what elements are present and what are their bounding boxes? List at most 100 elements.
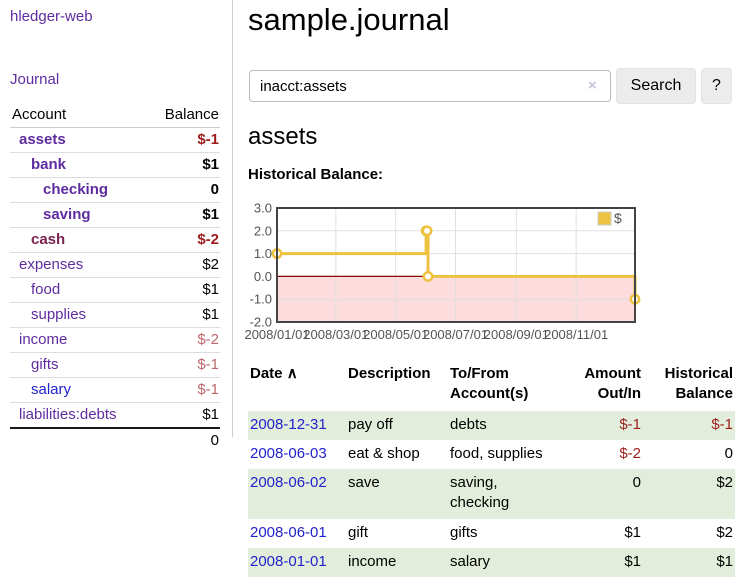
brand-link[interactable]: hledger-web xyxy=(10,8,93,25)
main-content: sample.journal × Search ? assets Histori… xyxy=(244,0,742,582)
transaction-date-link[interactable]: 2008-12-31 xyxy=(250,415,327,433)
transaction-date-link[interactable]: 2008-06-03 xyxy=(250,444,327,462)
accounts-total-value: 0 xyxy=(146,427,220,453)
search-form: × Search ? xyxy=(248,68,742,104)
account-balance: $-1 xyxy=(146,127,220,153)
svg-text:3.0: 3.0 xyxy=(254,201,272,216)
transaction-date-link[interactable]: 2008-01-01 xyxy=(250,552,327,570)
svg-text:0.0: 0.0 xyxy=(254,269,272,284)
account-balance: $1 xyxy=(146,402,220,429)
accounts-header-account: Account xyxy=(10,103,147,128)
page-title: sample.journal xyxy=(248,2,450,37)
register-row: 2008-06-03 eat & shop food, supplies $-2… xyxy=(248,440,735,469)
accounts-table: Account Balance assets $-1 bank $1 check… xyxy=(10,103,220,453)
svg-text:-2.0: -2.0 xyxy=(250,315,272,330)
register-row: 2008-12-31 pay off debts $-1 $-1 xyxy=(248,410,735,440)
clear-search-icon[interactable]: × xyxy=(588,77,597,94)
transaction-amount: 0 xyxy=(632,474,641,491)
account-link-saving[interactable]: saving xyxy=(43,206,91,223)
sort-ascending-icon: ∧ xyxy=(286,365,298,382)
account-link-gifts[interactable]: gifts xyxy=(31,356,59,373)
account-row: food $1 xyxy=(10,277,220,303)
accounts-total-row: 0 xyxy=(10,427,220,453)
account-row: checking 0 xyxy=(10,177,220,203)
transaction-amount: $-1 xyxy=(619,415,641,433)
transaction-description: gift xyxy=(348,523,369,541)
register-table: Date ∧ Description To/From Account(s) Am… xyxy=(248,360,735,577)
register-header-row: Date ∧ Description To/From Account(s) Am… xyxy=(248,360,735,411)
account-link-salary[interactable]: salary xyxy=(31,381,72,398)
register-row: 2008-06-02 save saving, checking 0 $2 xyxy=(248,469,735,519)
account-balance: $1 xyxy=(146,202,220,228)
account-row: income $-2 xyxy=(10,327,220,353)
sidebar-item-journal[interactable]: Journal xyxy=(10,71,60,88)
account-row: gifts $-1 xyxy=(10,352,220,378)
transaction-amount: $1 xyxy=(624,523,641,541)
account-balance: $2 xyxy=(146,252,220,278)
transaction-balance: 0 xyxy=(724,444,733,462)
transaction-description: eat & shop xyxy=(348,444,420,462)
help-button[interactable]: ? xyxy=(701,68,732,104)
account-row: expenses $2 xyxy=(10,252,220,278)
chart-legend: $ xyxy=(597,210,622,226)
transaction-balance: $2 xyxy=(716,523,733,541)
svg-text:2008/05/01: 2008/05/01 xyxy=(363,327,428,342)
account-row: saving $1 xyxy=(10,202,220,228)
transaction-amount: $-2 xyxy=(619,444,641,462)
account-balance: $-1 xyxy=(146,377,220,403)
transaction-balance: $-1 xyxy=(711,415,733,433)
svg-text:-1.0: -1.0 xyxy=(250,292,272,307)
search-button[interactable]: Search xyxy=(616,68,696,104)
account-row: assets $-1 xyxy=(10,127,220,153)
account-link-liabilities-debts[interactable]: liabilities:debts xyxy=(19,406,117,423)
account-heading: assets xyxy=(248,123,318,150)
accounts-header-balance: Balance xyxy=(146,103,220,128)
svg-text:2008/03/01: 2008/03/01 xyxy=(303,327,368,342)
svg-text:2008/01/01: 2008/01/01 xyxy=(244,327,309,342)
svg-text:2.0: 2.0 xyxy=(254,223,272,238)
svg-text:$: $ xyxy=(614,210,622,226)
account-row: bank $1 xyxy=(10,152,220,178)
account-link-income[interactable]: income xyxy=(19,331,68,348)
transaction-accounts: gifts xyxy=(450,523,478,541)
historical-balance-chart: $3.0 2.0 1.0 0.0 -1.0 -2.02008/01/012008/03/0… xyxy=(244,201,641,342)
transaction-accounts: saving, checking xyxy=(450,474,510,512)
account-balance: $1 xyxy=(146,302,220,328)
account-link-food[interactable]: food xyxy=(31,281,61,298)
account-balance: $-2 xyxy=(146,227,220,253)
account-link-assets[interactable]: assets xyxy=(19,131,66,148)
transaction-accounts: salary xyxy=(450,552,491,570)
account-row: supplies $1 xyxy=(10,302,220,328)
account-link-bank[interactable]: bank xyxy=(31,156,67,173)
register-row: 2008-06-01 gift gifts $1 $2 xyxy=(248,519,735,548)
transaction-accounts: food, supplies xyxy=(450,444,543,462)
account-balance: $1 xyxy=(146,277,220,303)
transaction-date-link[interactable]: 2008-06-01 xyxy=(250,523,327,541)
account-row: salary $-1 xyxy=(10,377,220,403)
svg-text:2008/11/01: 2008/11/01 xyxy=(544,327,608,342)
transaction-description: pay off xyxy=(348,415,393,433)
account-link-cash[interactable]: cash xyxy=(31,231,66,248)
register-header-accounts: To/From Account(s) xyxy=(450,365,529,403)
transaction-amount: $1 xyxy=(624,552,641,570)
register-header-date[interactable]: Date ∧ xyxy=(250,365,298,382)
account-link-supplies[interactable]: supplies xyxy=(31,306,87,323)
transaction-date-link[interactable]: 2008-06-02 xyxy=(250,474,327,491)
transaction-balance: $2 xyxy=(716,474,733,491)
chart-title: Historical Balance: xyxy=(248,166,384,183)
search-input[interactable] xyxy=(249,70,611,102)
accounts-header-row: Account Balance xyxy=(10,103,220,128)
account-link-checking[interactable]: checking xyxy=(43,181,109,198)
register-header-balance: Historical Balance xyxy=(664,365,733,403)
account-balance: $-1 xyxy=(146,352,220,378)
svg-text:1.0: 1.0 xyxy=(254,246,272,261)
account-balance: 0 xyxy=(146,177,220,203)
transaction-description: income xyxy=(348,552,397,570)
sidebar: hledger-web Journal Account Balance asse… xyxy=(0,0,233,453)
register-row: 2008-01-01 income salary $1 $1 xyxy=(248,547,735,577)
register-header-amount: Amount Out/In xyxy=(584,365,641,403)
account-link-expenses[interactable]: expenses xyxy=(19,256,84,273)
svg-text:2008/07/01: 2008/07/01 xyxy=(423,327,488,342)
account-balance: $-2 xyxy=(146,327,220,353)
